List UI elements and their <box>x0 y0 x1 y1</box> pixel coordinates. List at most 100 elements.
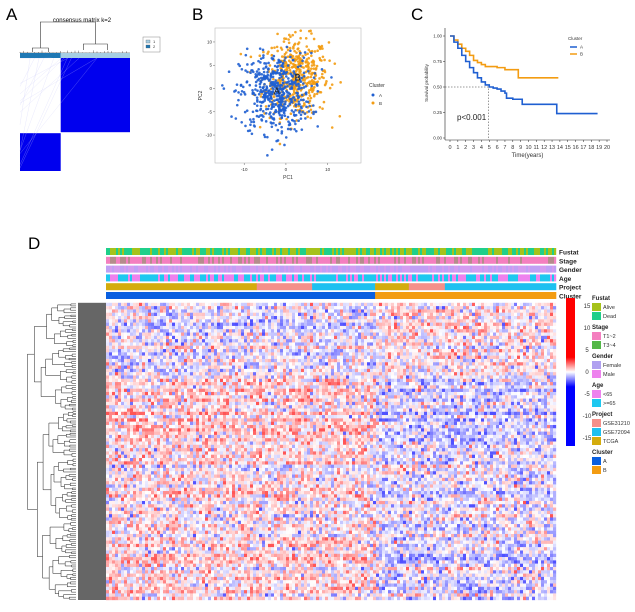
heatmap-cell <box>259 329 263 333</box>
annotation-cell <box>144 274 147 282</box>
heatmap-cell <box>280 335 284 340</box>
heatmap-cell <box>289 335 293 340</box>
heatmap-cell <box>313 319 317 323</box>
heatmap-cell <box>268 362 272 366</box>
heatmap-cell <box>469 342 473 346</box>
legend-label: 1 <box>153 39 156 44</box>
annotation-cell <box>198 256 201 264</box>
scatter-point-a <box>257 92 261 96</box>
scatter-point-a <box>286 127 290 131</box>
annotation-cell <box>526 256 529 264</box>
heatmap-cell <box>436 335 440 340</box>
heatmap-cell <box>172 302 176 307</box>
annotation-cell <box>326 274 329 282</box>
heatmap-cell <box>166 316 170 320</box>
heatmap-cell <box>274 339 278 343</box>
annotation-segment <box>408 283 446 291</box>
heatmap-cell <box>289 362 293 366</box>
heatmap-cell <box>265 329 269 333</box>
annotation-cell <box>372 256 375 264</box>
heatmap-cell <box>412 352 416 356</box>
annotation-cell <box>486 274 489 282</box>
heatmap-cell <box>286 358 290 363</box>
heatmap-cell <box>133 312 137 317</box>
heatmap-cell <box>520 309 524 313</box>
heatmap-cell <box>310 319 314 323</box>
scatter-point-a <box>281 108 285 111</box>
heatmap-cell <box>298 322 302 327</box>
heatmap-cell <box>469 309 473 313</box>
scatter-point-b <box>309 82 312 86</box>
heatmap-cell <box>523 302 527 307</box>
annotation-cell <box>328 248 331 255</box>
heatmap-cell <box>208 319 212 323</box>
heatmap-cell <box>130 309 134 313</box>
heatmap-cell <box>139 322 143 327</box>
heatmap-cell <box>184 322 188 327</box>
heatmap-cell <box>346 335 350 340</box>
heatmap-cell <box>112 342 116 346</box>
heatmap-cell <box>373 335 377 340</box>
heatmap-cell <box>310 342 314 346</box>
heatmap-cell <box>367 349 371 353</box>
heatmap-cell <box>145 312 149 317</box>
heatmap-cell <box>118 335 122 340</box>
scatter-point-a <box>270 92 274 96</box>
heatmap-cell <box>358 345 362 350</box>
annotation-cell <box>498 265 501 273</box>
heatmap-cell <box>124 362 128 366</box>
heatmap-cell <box>250 355 254 360</box>
heatmap-cell <box>394 358 398 363</box>
heatmap-cell <box>520 329 524 333</box>
heatmap-cell <box>472 349 476 353</box>
heatmap-cell <box>190 325 194 330</box>
heatmap-cell <box>316 322 320 327</box>
heatmap-cell <box>496 335 500 340</box>
heatmap-cell <box>154 362 158 366</box>
annotation-cell <box>120 265 123 273</box>
heatmap-cell <box>289 309 293 313</box>
heatmap-cell <box>517 352 521 356</box>
annotation-cell <box>382 248 385 255</box>
heatmap-cell <box>193 352 197 356</box>
heatmap-cell <box>148 358 152 363</box>
annotation-cell <box>286 256 289 264</box>
heatmap-cell <box>238 342 242 346</box>
annotation-cell <box>474 248 477 255</box>
heatmap-cell <box>247 309 251 313</box>
heatmap-cell <box>238 358 242 363</box>
annotation-cell <box>230 256 233 264</box>
heatmap-cell <box>502 355 506 360</box>
annotation-cell <box>510 248 513 255</box>
heatmap-cell <box>232 312 236 317</box>
heatmap-cell <box>538 355 542 360</box>
scatter-point-a <box>277 107 281 111</box>
scatter-point-a <box>278 60 281 63</box>
heatmap-cell <box>514 329 518 333</box>
scatter-point-a <box>280 84 284 87</box>
heatmap-cell <box>118 365 122 369</box>
annotation-cell <box>250 256 253 264</box>
heatmap-cell <box>241 345 245 350</box>
annotation-cell <box>236 265 239 273</box>
annotation-cell <box>518 265 521 273</box>
annotation-cell <box>484 248 487 255</box>
heatmap-cell <box>232 352 236 356</box>
heatmap-cell <box>208 349 212 353</box>
scatter-point-a <box>273 99 276 102</box>
heatmap-cell <box>418 332 422 336</box>
annotation-cell <box>500 265 503 273</box>
heatmap-cell <box>220 358 224 363</box>
heatmap-cell <box>298 325 302 330</box>
scatter-point-a <box>261 109 265 113</box>
scatter-point-a <box>237 98 240 102</box>
heatmap-cell <box>184 342 188 346</box>
heatmap-cell <box>274 352 278 356</box>
annotation-cell <box>426 274 429 282</box>
annotation-cell <box>394 274 397 282</box>
heatmap-cell <box>286 325 290 330</box>
scatter-point-a <box>287 95 290 98</box>
heatmap-cell <box>403 302 407 307</box>
heatmap-cell <box>322 329 326 333</box>
heatmap-cell <box>388 342 392 346</box>
